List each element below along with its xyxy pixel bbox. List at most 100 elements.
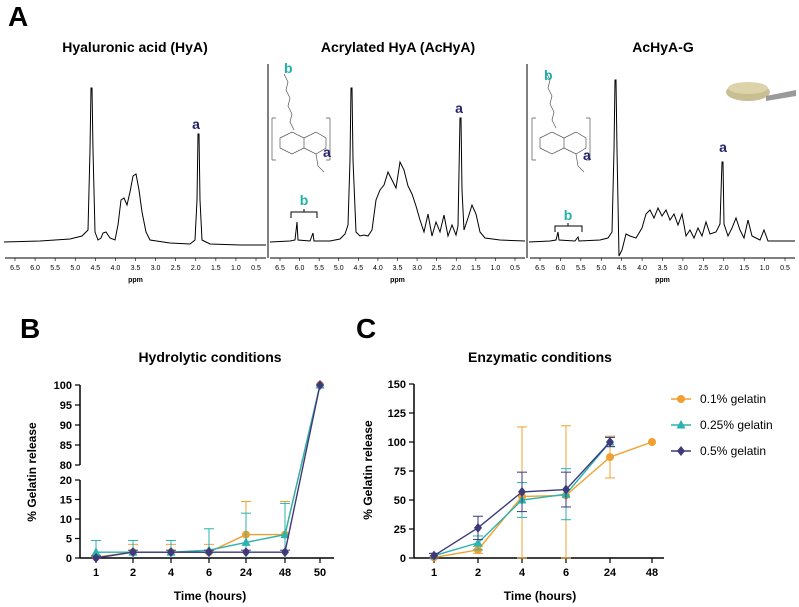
ppm-tick-label: 0.5 (510, 265, 520, 272)
ppm-tick-label: 2.5 (698, 265, 708, 272)
series-1-line (433, 441, 653, 559)
x-tick-label: 1 (93, 567, 99, 579)
y-tick-label: 10 (60, 514, 72, 526)
ppm-tick-label: 4.5 (617, 265, 627, 272)
spectrum-1-title: Hyaluronic acid (HyA) (62, 39, 207, 55)
y-tick-label: 90 (60, 420, 72, 432)
legend-label: 0.5% gelatin (700, 444, 766, 458)
y-tick-label: 95 (60, 400, 72, 412)
chart-b-title: Hydrolytic conditions (138, 349, 281, 365)
spectrum-3-structure-b-label: b (544, 67, 553, 83)
spectrum-2-title: Acrylated HyA (AcHyA) (321, 39, 475, 55)
ppm-tick-label: 1.0 (760, 265, 770, 272)
series-3-point (205, 547, 213, 558)
y-tick-label: 150 (388, 379, 406, 391)
spectrum-3-trace (528, 79, 795, 257)
series-3-point (518, 486, 526, 497)
ppm-tick-label: 1.0 (491, 265, 501, 272)
y-tick-label: 75 (394, 466, 406, 478)
ppm-tick-label: 6.0 (30, 265, 40, 272)
ppm-tick-label: 3.5 (658, 265, 668, 272)
series-3-point (167, 547, 175, 558)
x-tick-label: 6 (563, 567, 569, 579)
ppm-tick-label: 2.5 (171, 265, 181, 272)
ppm-tick-label: 5.0 (596, 265, 606, 272)
series-3-point (606, 437, 614, 447)
ppm-axis-label: ppm (655, 277, 670, 284)
y-tick-label: 85 (60, 440, 72, 452)
panel-c: C Enzymatic conditions Time (hours) % Ge… (356, 313, 773, 603)
spectrum-2-b-bracket (290, 209, 318, 218)
ppm-tick-label: 3.0 (151, 265, 161, 272)
x-tick-label: 48 (646, 567, 658, 579)
panel-b: B Hydrolytic conditions Time (hours) % G… (20, 313, 334, 603)
ppm-tick-label: 2.0 (191, 265, 201, 272)
series-1-point (648, 438, 656, 446)
ppm-tick-label: 2.0 (451, 265, 461, 272)
x-tick-label: 4 (168, 567, 175, 579)
y-tick-label: 125 (388, 408, 406, 420)
ppm-tick-label: 3.5 (393, 265, 403, 272)
series-3-point (92, 553, 100, 563)
hydrogel-photo (722, 64, 796, 112)
chart-b-ylabel: % Gelatin release (25, 422, 39, 522)
x-tick-label: 24 (240, 567, 253, 579)
series-3-point (562, 484, 570, 495)
spectrum-3-structure (531, 71, 591, 173)
legend-label: 0.25% gelatin (700, 418, 773, 432)
panel-c-letter: C (356, 313, 376, 344)
panel-b-letter: B (20, 313, 40, 344)
y-tick-label: 20 (60, 475, 72, 487)
ppm-tick-label: 1.0 (231, 265, 241, 272)
ppm-tick-label: 2.5 (432, 265, 442, 272)
ppm-tick-label: 6.5 (275, 265, 285, 272)
y-tick-label: 25 (394, 524, 406, 536)
spectrum-3-peak-b-label: b (564, 207, 573, 223)
spectrum-3-peak-a-label: a (719, 139, 727, 155)
x-tick-label: 6 (206, 567, 212, 579)
y-tick-label: 5 (66, 534, 72, 546)
spectrum-3-structure-a-label: a (583, 147, 591, 163)
spectrum-2-structure-b-label: b (284, 60, 293, 76)
spectrum-2-peak-b-label: b (300, 192, 309, 208)
x-tick-label: 2 (130, 567, 136, 579)
ppm-tick-label: 3.0 (412, 265, 422, 272)
ppm-tick-label: 3.0 (678, 265, 688, 272)
y-tick-label: 80 (60, 460, 72, 472)
y-tick-label: 0 (400, 553, 406, 565)
ppm-tick-label: 5.0 (70, 265, 80, 272)
ppm-tick-label: 1.5 (211, 265, 221, 272)
ppm-tick-label: 4.5 (90, 265, 100, 272)
ppm-tick-label: 6.0 (556, 265, 566, 272)
series-3-point (281, 547, 289, 558)
series-2-point (241, 537, 251, 546)
ppm-tick-label: 0.5 (780, 265, 790, 272)
spectrum-3-title: AcHyA-G (632, 39, 694, 55)
y-tick-label: 100 (54, 380, 72, 392)
ppm-axes: 6.5 6.0 5.5 5.0 4.5 4.0 3.5 3.0 2.5 2.0 1.5 1.0 0.5 p… (5, 257, 795, 284)
y-tick-label: 0 (66, 553, 72, 565)
ppm-tick-label: 1.5 (471, 265, 481, 272)
x-tick-label: 2 (475, 567, 481, 579)
y-tick-label: 50 (394, 495, 406, 507)
spectrum-1-trace (3, 87, 266, 246)
series-2-line (96, 384, 321, 553)
chart-b-xlabel: Time (hours) (174, 589, 246, 603)
chart-c-ylabel: % Gelatin release (361, 420, 375, 520)
ppm-tick-label: 0.5 (251, 265, 261, 272)
spectrum-2-peak-a-label: a (455, 100, 463, 116)
legend-marker (677, 446, 685, 456)
chart-c-legend: 0.1% gelatin 0.25% gelatin 0.5% gelatin (671, 392, 773, 458)
panel-a-letter: A (8, 1, 28, 32)
ppm-tick-label: 4.0 (637, 265, 647, 272)
spectrum-2-structure-a-label: a (323, 144, 331, 160)
x-tick-label: 1 (431, 567, 437, 579)
ppm-tick-label: 2.0 (719, 265, 729, 272)
chart-c-xlabel: Time (hours) (504, 589, 576, 603)
series-3-point (316, 380, 324, 390)
series-3-point (242, 547, 250, 558)
spectrum-1-peak-a-label: a (192, 116, 200, 132)
